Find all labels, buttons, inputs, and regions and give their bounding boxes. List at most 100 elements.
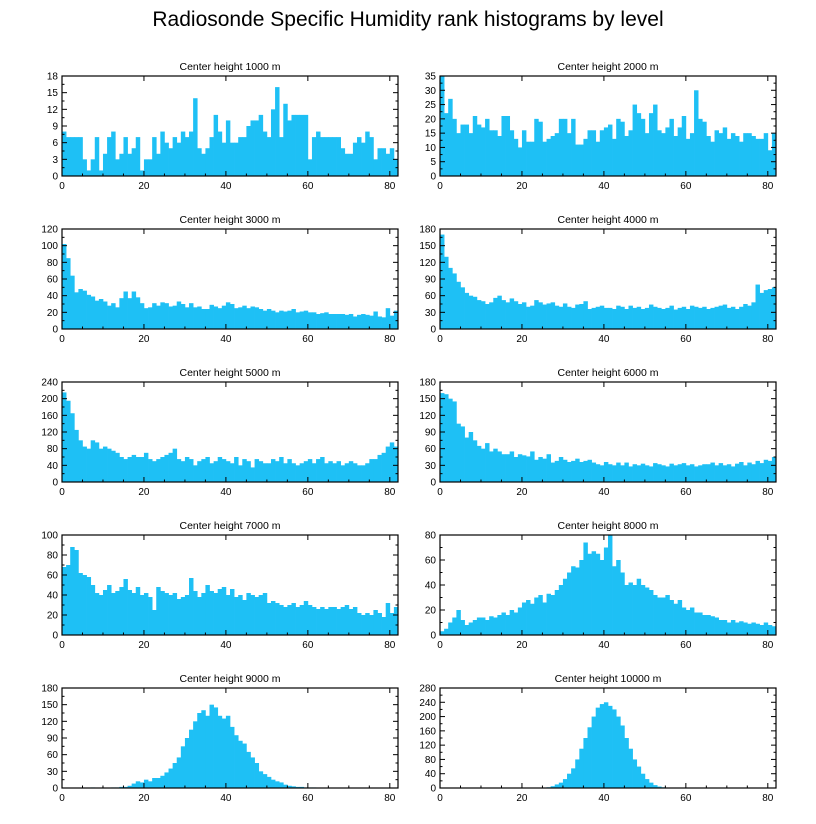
bar	[168, 768, 173, 788]
y-tick-label: 60	[47, 275, 59, 286]
bar	[640, 118, 646, 176]
bar	[389, 148, 395, 176]
bar	[501, 454, 506, 482]
bar	[152, 778, 157, 788]
bar	[636, 465, 642, 482]
bar	[357, 465, 362, 482]
y-tick-label: 160	[419, 726, 436, 737]
bar	[657, 786, 662, 788]
bar	[538, 302, 543, 329]
bar	[385, 446, 391, 482]
bar	[217, 589, 223, 635]
bar	[135, 781, 141, 788]
bar	[739, 462, 744, 482]
bar	[316, 609, 321, 635]
y-tick-label: 0	[430, 631, 436, 642]
bar	[603, 547, 609, 635]
bar	[616, 118, 621, 176]
bar	[348, 314, 354, 329]
y-tick-label: 30	[425, 461, 437, 472]
bar	[534, 300, 539, 329]
bar	[291, 309, 296, 329]
bar	[759, 138, 765, 176]
bar	[460, 426, 465, 482]
bar	[201, 459, 206, 482]
bar	[739, 141, 744, 176]
bar	[184, 137, 190, 176]
bar	[681, 607, 687, 635]
x-tick-label: 0	[437, 181, 443, 192]
bar	[743, 133, 748, 176]
bar	[562, 779, 568, 788]
bar	[509, 298, 515, 329]
bar	[70, 413, 75, 482]
bar	[205, 585, 210, 635]
bar	[283, 311, 288, 329]
bar	[189, 303, 194, 329]
bar	[107, 448, 112, 482]
bar	[250, 757, 255, 788]
bar	[771, 287, 777, 329]
x-tick-label: 80	[762, 487, 774, 498]
bar	[509, 451, 515, 482]
bar	[344, 463, 350, 482]
bar	[624, 309, 629, 329]
bar	[254, 120, 260, 176]
bar	[710, 141, 715, 176]
bar	[107, 137, 112, 176]
bar	[476, 445, 482, 482]
bar	[275, 87, 280, 176]
y-tick-label: 30	[47, 767, 59, 778]
bar	[303, 601, 309, 635]
y-tick-label: 0	[52, 784, 58, 795]
bar	[747, 305, 752, 329]
bar	[517, 607, 523, 635]
bar	[489, 616, 494, 635]
bar	[653, 463, 658, 482]
bar	[336, 609, 341, 635]
bar	[599, 305, 605, 329]
histogram-panel-4: Center height 4000 m 0 20 40 60 80 0 30 60 90 120 1…	[419, 214, 777, 345]
bar	[464, 437, 470, 482]
y-tick-label: 100	[41, 241, 58, 252]
bar	[653, 104, 658, 176]
bar	[213, 593, 219, 635]
bar	[94, 137, 100, 176]
bar	[722, 304, 728, 329]
bar	[608, 124, 613, 176]
bar	[234, 597, 239, 635]
bar	[538, 121, 543, 176]
bar	[180, 304, 186, 329]
bar	[558, 306, 564, 329]
bar	[710, 616, 715, 635]
bar	[755, 623, 760, 635]
bar	[131, 593, 137, 635]
bar	[452, 617, 457, 635]
bar	[603, 702, 609, 788]
bar	[115, 591, 120, 635]
bar	[480, 301, 486, 329]
bar	[307, 459, 313, 482]
histogram-panel-5: Center height 5000 m 0 20 40 60 80 0 40 80 120 160…	[41, 367, 399, 498]
bar	[197, 148, 202, 176]
bar	[616, 462, 621, 482]
bar	[521, 302, 527, 329]
bar	[464, 124, 470, 176]
bar	[164, 772, 169, 788]
bar	[246, 126, 251, 176]
bar	[538, 457, 543, 482]
bar	[562, 459, 568, 482]
bar	[456, 133, 461, 176]
bar	[718, 620, 724, 635]
bar	[258, 595, 264, 635]
y-tick-label: 150	[419, 394, 436, 405]
y-tick-label: 30	[425, 308, 437, 319]
bar	[66, 137, 71, 176]
bar	[275, 461, 280, 482]
bar	[393, 607, 399, 635]
bar	[324, 463, 329, 482]
bar	[706, 136, 711, 176]
bar	[698, 118, 703, 176]
histogram-panel-1: Center height 1000 m 0 20 40 60 80 0 3 6 9 12 15 18	[47, 61, 399, 192]
y-tick-label: 30	[425, 86, 437, 97]
